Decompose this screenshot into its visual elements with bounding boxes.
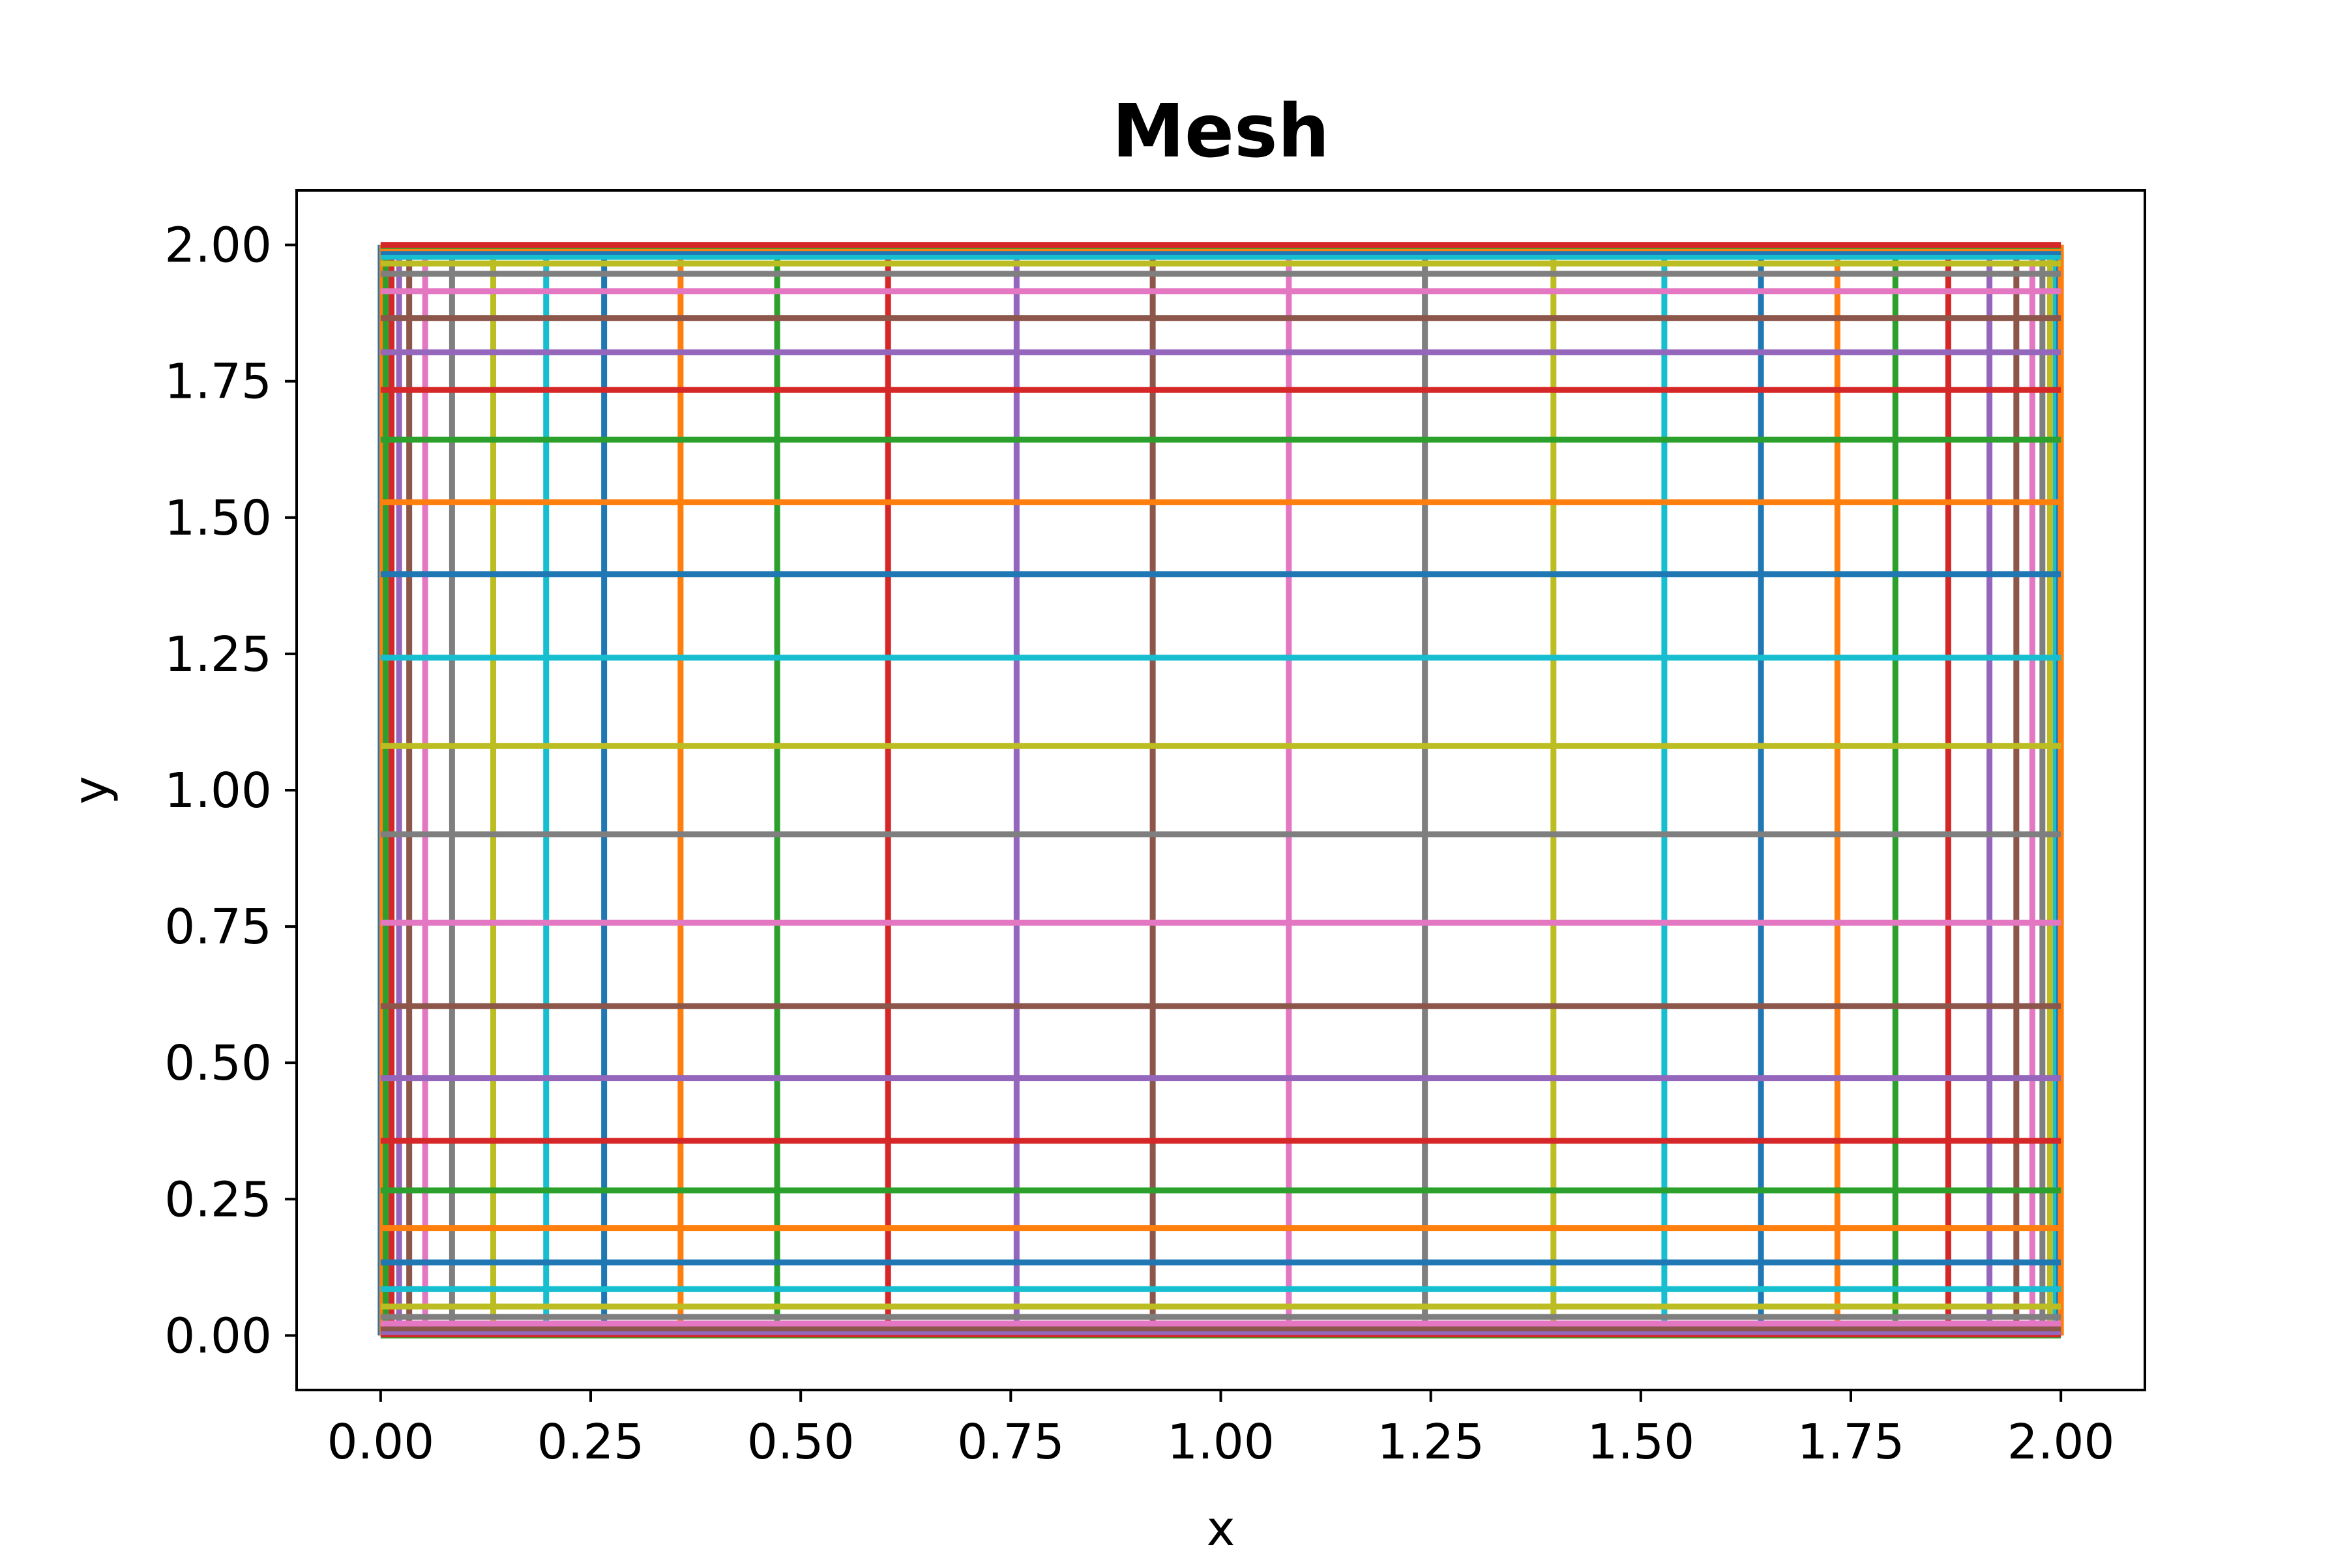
x-tick-label: 0.50 bbox=[747, 1414, 855, 1470]
y-tick-label: 2.00 bbox=[164, 218, 272, 274]
y-tick-label: 1.50 bbox=[164, 490, 272, 546]
y-axis-label: y bbox=[63, 776, 119, 805]
x-tick-label: 1.25 bbox=[1377, 1414, 1484, 1470]
x-tick-label: 1.75 bbox=[1797, 1414, 1905, 1470]
x-tick-label: 1.50 bbox=[1587, 1414, 1694, 1470]
axis-ticks: 0.00 0.25 0.50 0.75 1.00 1.25 1.50 1.75 2.00 0.00… bbox=[164, 218, 2114, 1470]
mesh-lines bbox=[377, 242, 2064, 1339]
x-tick-label: 0.00 bbox=[327, 1414, 434, 1470]
x-axis-label: x bbox=[1207, 1501, 1235, 1557]
y-tick-label: 1.25 bbox=[164, 627, 272, 683]
y-tick-label: 1.75 bbox=[164, 354, 272, 410]
y-tick-label: 0.50 bbox=[164, 1035, 272, 1091]
y-tick-label: 0.00 bbox=[164, 1308, 272, 1364]
x-tick-label: 0.75 bbox=[957, 1414, 1065, 1470]
x-tick-label: 2.00 bbox=[2007, 1414, 2115, 1470]
x-tick-label: 1.00 bbox=[1167, 1414, 1275, 1470]
chart-title: Mesh bbox=[1112, 89, 1330, 174]
y-tick-label: 1.00 bbox=[164, 763, 272, 819]
y-tick-label: 0.25 bbox=[164, 1172, 272, 1228]
x-tick-label: 0.25 bbox=[537, 1414, 645, 1470]
y-tick-label: 0.75 bbox=[164, 899, 272, 955]
